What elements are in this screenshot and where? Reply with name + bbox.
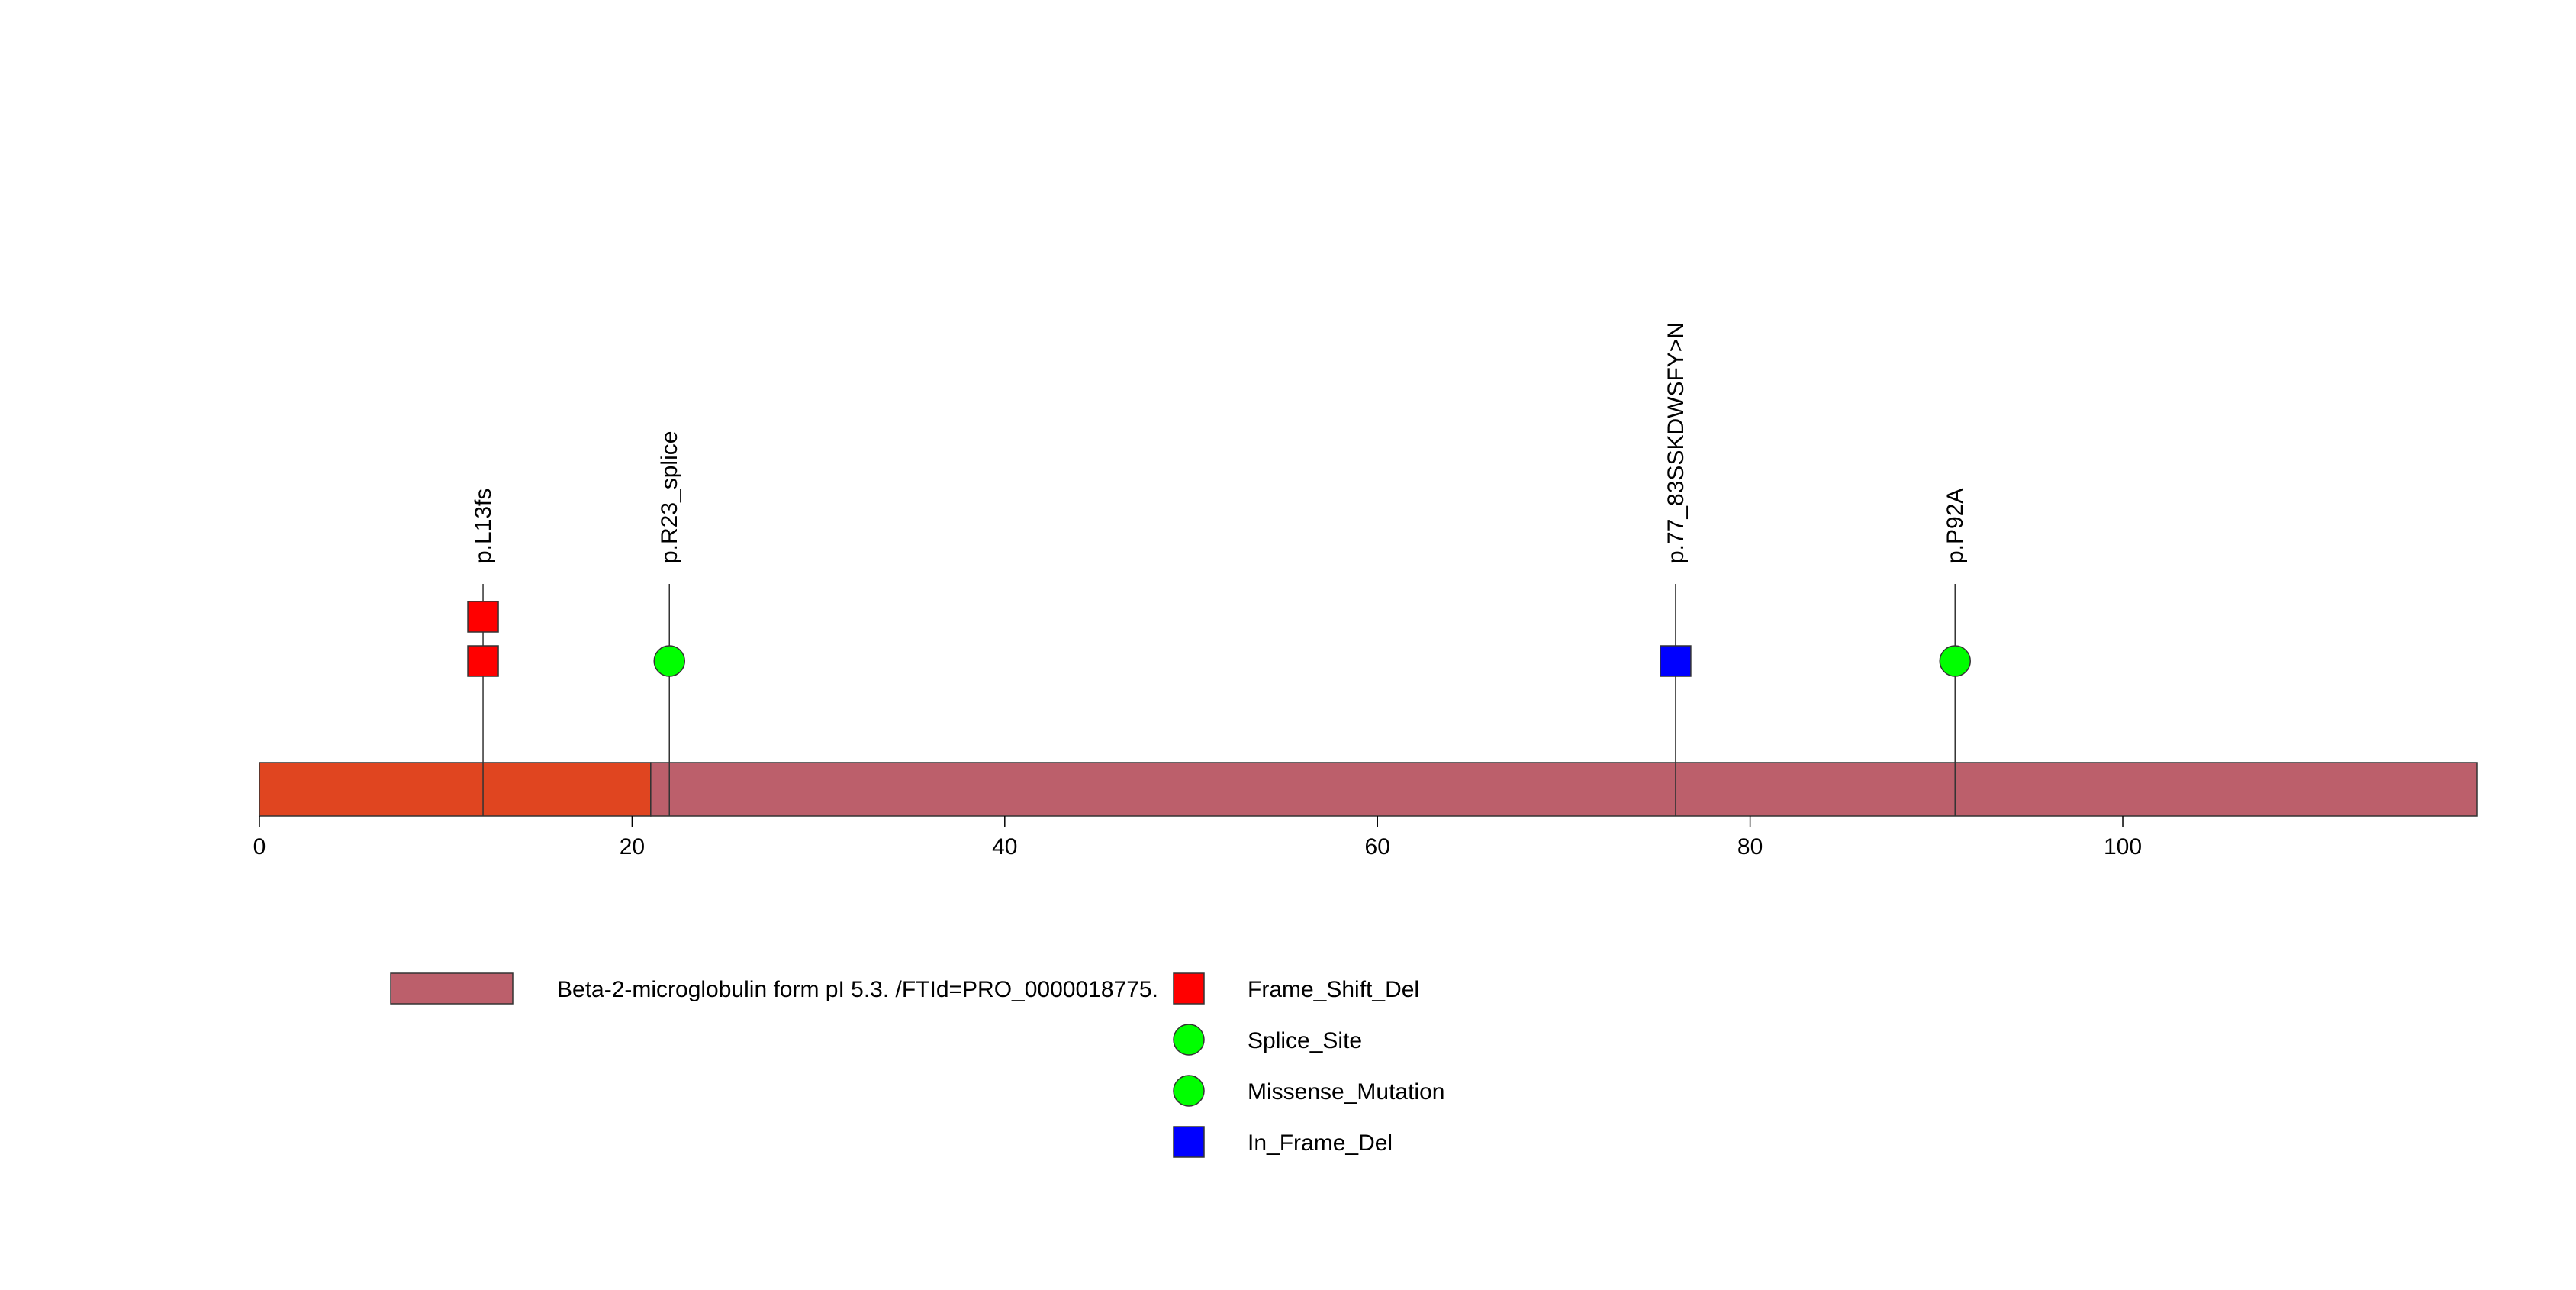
- mutation-marker-0-1: [467, 601, 499, 633]
- mutation-label: p.77_83SSKDWSFY>N: [1663, 322, 1689, 563]
- protein-segment-0: [259, 762, 652, 817]
- mutation-label: p.P92A: [1943, 489, 1968, 563]
- x-tick-label: 100: [2104, 834, 2142, 859]
- x-axis: 0 20 40 60 80 100: [253, 816, 2142, 859]
- legend-type-label: Missense_Mutation: [1248, 1079, 1444, 1105]
- mutation-stems-layer: [482, 584, 1956, 816]
- mutation-labels-layer: p.L13fs p.R23_splice p.77_83SSKDWSFY>N p.P9…: [471, 322, 1968, 563]
- legend-type-label: In_Frame_Del: [1248, 1130, 1393, 1156]
- mutation-marker-0-0: [467, 645, 499, 677]
- legend-marker-frame-shift-del: [1173, 972, 1205, 1005]
- mutation-marker-3-0: [1939, 645, 1971, 677]
- x-tick-label: 60: [1365, 834, 1390, 859]
- mutation-marker-2-0: [1660, 645, 1692, 677]
- legend-marker-in-frame-del: [1173, 1126, 1205, 1158]
- legend-type-label: Frame_Shift_Del: [1248, 977, 1419, 1002]
- legend: Beta-2-microglobulin form pI 5.3. /FTId=…: [390, 972, 1444, 1158]
- mutation-markers-layer: [467, 601, 1971, 677]
- mutation-label: p.L13fs: [471, 489, 496, 563]
- protein-segment-1: [650, 762, 2478, 817]
- legend-domain-swatch: [390, 972, 514, 1005]
- legend-domain-label: Beta-2-microglobulin form pI 5.3. /FTId=…: [557, 977, 1158, 1002]
- legend-type-label: Splice_Site: [1248, 1028, 1362, 1053]
- x-tick-label: 80: [1737, 834, 1763, 859]
- legend-marker-missense-mutation: [1173, 1075, 1205, 1107]
- protein-track-layer: [259, 762, 2478, 817]
- mutation-label: p.R23_splice: [657, 431, 682, 563]
- mutation-marker-1-0: [653, 645, 685, 677]
- x-tick-label: 0: [253, 834, 266, 859]
- x-tick-label: 20: [620, 834, 645, 859]
- x-tick-label: 40: [992, 834, 1017, 859]
- legend-marker-splice-site: [1173, 1024, 1205, 1056]
